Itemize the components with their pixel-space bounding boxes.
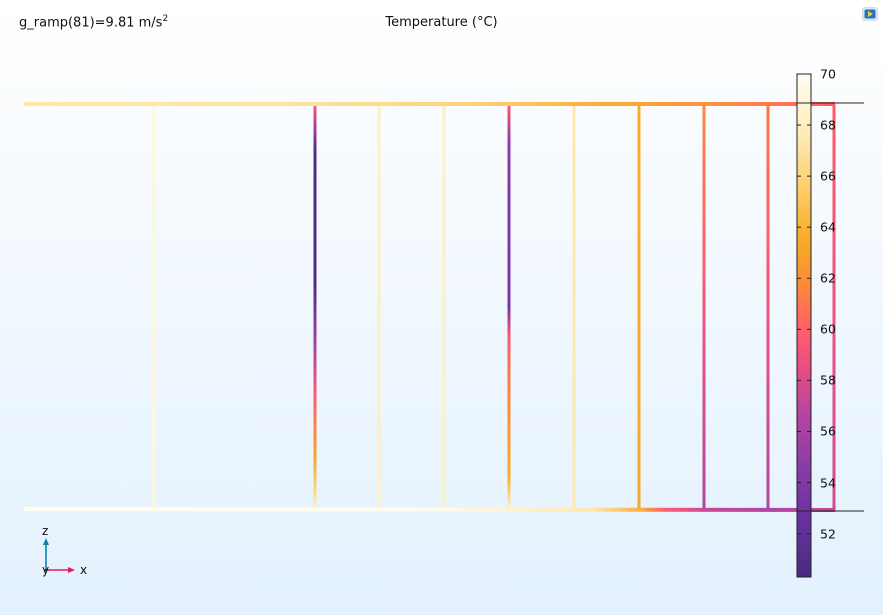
axis-triad: z y x (30, 522, 100, 582)
axis-x-label: x (80, 563, 88, 577)
colorbar-tick-label: 54 (820, 475, 836, 491)
colorbar-tick-label: 52 (820, 526, 836, 542)
colorbar-tick-label: 60 (820, 321, 836, 337)
axis-y-label: y (42, 563, 50, 577)
axis-z-label: z (42, 524, 49, 538)
colorbar-tick-label: 66 (820, 168, 836, 184)
colorbar-tick-label: 64 (820, 219, 836, 235)
ramp-parameter-label: g_ramp(81)=9.81 m/s2 (19, 14, 168, 30)
colorbar-tick-label: 58 (820, 372, 836, 388)
colorbar-ticks (797, 73, 811, 535)
colorbar-tick-label: 68 (820, 117, 836, 133)
pipe-header-bottom (23, 507, 836, 512)
comsol-logo-icon[interactable] (862, 7, 878, 21)
ramp-parameter-exponent: 2 (162, 14, 169, 24)
colorbar-tick-label: 62 (820, 270, 836, 286)
colorbar-tick-label: 56 (820, 423, 836, 439)
colorbar-tick-label: 70 (820, 66, 836, 82)
axis-triad-arrows (43, 538, 75, 573)
colorbar (796, 73, 812, 578)
ramp-parameter-text: g_ramp(81)=9.81 m/s (19, 15, 163, 31)
plot-title: Temperature (°C) (385, 15, 498, 30)
